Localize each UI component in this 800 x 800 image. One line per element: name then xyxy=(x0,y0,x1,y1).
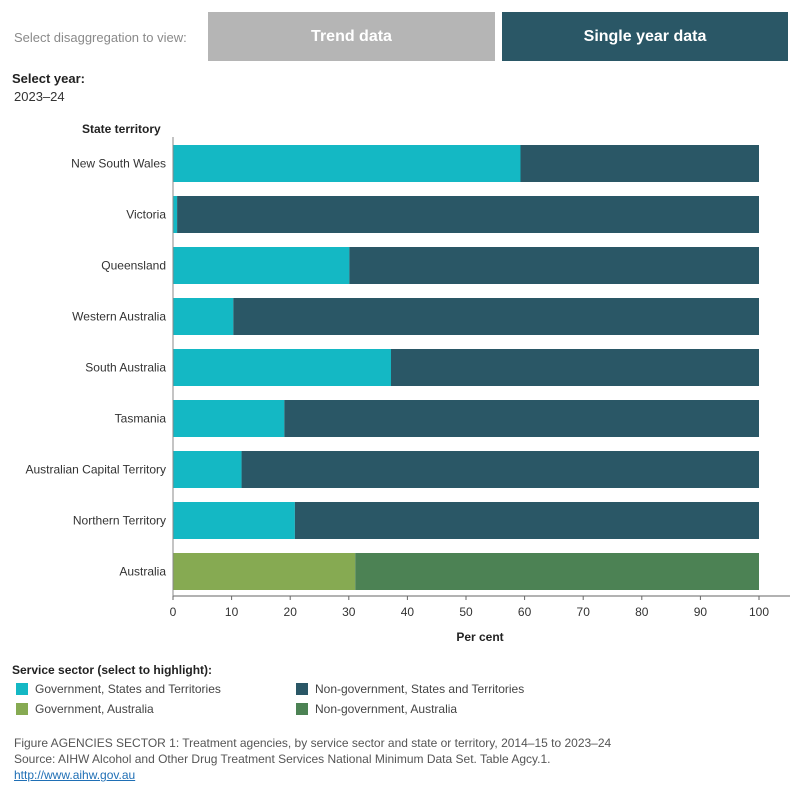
legend-item-gov-states[interactable]: Government, States and Territories xyxy=(16,682,221,696)
legend-title: Service sector (select to highlight): xyxy=(12,663,213,677)
bar-queensland-non-government-states-and-territories[interactable] xyxy=(349,247,759,284)
legend-item-nongov-states[interactable]: Non-government, States and Territories xyxy=(296,682,524,696)
tab-single-year-data[interactable]: Single year data xyxy=(502,12,788,61)
category-label-australia: Australia xyxy=(119,565,166,579)
legend-label-gov-states: Government, States and Territories xyxy=(35,682,221,696)
x-tick-label-40: 40 xyxy=(401,605,415,619)
legend-label-nongov-australia: Non-government, Australia xyxy=(315,702,458,716)
bar-australia-non-government-australia[interactable] xyxy=(355,553,759,590)
legend-swatch-gov-australia xyxy=(16,703,28,715)
legend-label-nongov-states: Non-government, States and Territories xyxy=(315,682,525,696)
bar-australian-capital-territory-government-states-and-territories[interactable] xyxy=(173,451,242,488)
x-tick-label-10: 10 xyxy=(225,605,239,619)
bar-northern-territory-government-states-and-territories[interactable] xyxy=(173,502,295,539)
aihw-link[interactable]: http://www.aihw.gov.au xyxy=(14,768,136,782)
category-label-south-australia: South Australia xyxy=(85,361,166,375)
category-label-northern-territory: Northern Territory xyxy=(73,514,166,528)
x-tick-label-100: 100 xyxy=(749,605,769,619)
bar-tasmania-non-government-states-and-territories[interactable] xyxy=(284,400,759,437)
legend-item-gov-australia[interactable]: Government, Australia xyxy=(16,702,154,716)
disaggregation-label: Select disaggregation to view: xyxy=(14,30,187,45)
x-tick-label-90: 90 xyxy=(694,605,708,619)
x-tick-label-60: 60 xyxy=(518,605,532,619)
category-label-australian-capital-territory: Australian Capital Territory xyxy=(25,463,166,477)
category-label-queensland: Queensland xyxy=(101,259,166,273)
legend-swatch-nongov-australia xyxy=(296,703,308,715)
bar-western-australia-government-states-and-territories[interactable] xyxy=(173,298,234,335)
bar-new-south-wales-government-states-and-territories[interactable] xyxy=(173,145,521,182)
x-tick-label-30: 30 xyxy=(342,605,356,619)
y-axis-title: State territory xyxy=(82,122,161,136)
x-tick-label-0: 0 xyxy=(170,605,177,619)
legend-item-nongov-australia[interactable]: Non-government, Australia xyxy=(296,702,457,716)
figure-caption: Figure AGENCIES SECTOR 1: Treatment agen… xyxy=(14,736,612,750)
legend-label-gov-australia: Government, Australia xyxy=(35,702,154,716)
category-label-victoria: Victoria xyxy=(126,208,166,222)
x-axis-title: Per cent xyxy=(456,630,503,644)
bar-tasmania-government-states-and-territories[interactable] xyxy=(173,400,285,437)
bar-queensland-government-states-and-territories[interactable] xyxy=(173,247,350,284)
bar-south-australia-non-government-states-and-territories[interactable] xyxy=(390,349,759,386)
select-year-label: Select year: xyxy=(12,71,85,86)
x-tick-label-20: 20 xyxy=(284,605,298,619)
bar-south-australia-government-states-and-territories[interactable] xyxy=(173,349,391,386)
bar-new-south-wales-non-government-states-and-territories[interactable] xyxy=(520,145,759,182)
x-tick-label-70: 70 xyxy=(577,605,591,619)
bar-western-australia-non-government-states-and-territories[interactable] xyxy=(233,298,759,335)
tab-trend-data[interactable]: Trend data xyxy=(208,12,495,61)
source-note: Source: AIHW Alcohol and Other Drug Trea… xyxy=(14,752,551,766)
category-label-new-south-wales: New South Wales xyxy=(71,157,166,171)
category-label-tasmania: Tasmania xyxy=(115,412,167,426)
bar-australian-capital-territory-non-government-states-and-territories[interactable] xyxy=(241,451,759,488)
legend-swatch-nongov-states xyxy=(296,683,308,695)
bar-victoria-non-government-states-and-territories[interactable] xyxy=(177,196,760,233)
x-tick-label-80: 80 xyxy=(635,605,649,619)
category-label-western-australia: Western Australia xyxy=(72,310,166,324)
x-tick-label-50: 50 xyxy=(459,605,473,619)
bar-northern-territory-non-government-states-and-territories[interactable] xyxy=(294,502,759,539)
selected-year-value[interactable]: 2023–24 xyxy=(14,89,65,104)
bar-victoria-government-states-and-territories[interactable] xyxy=(173,196,178,233)
legend-swatch-gov-states xyxy=(16,683,28,695)
stacked-bar-chart: New South Wales Victoria Queensland Western… xyxy=(25,137,790,644)
bar-australia-government-australia[interactable] xyxy=(173,553,356,590)
